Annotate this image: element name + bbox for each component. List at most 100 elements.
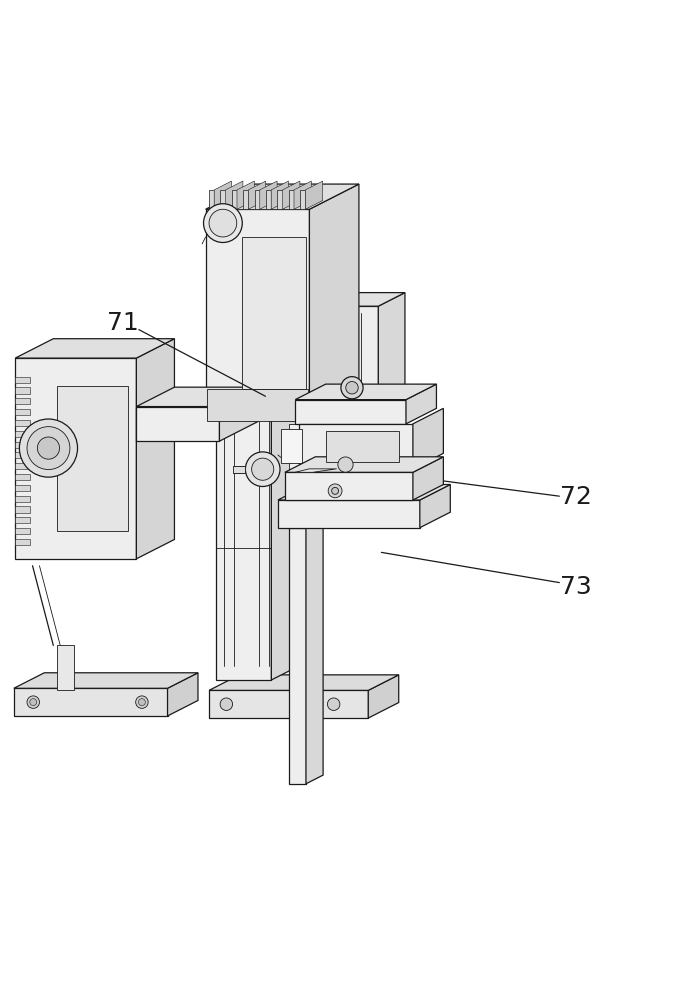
Bar (209, 190, 214, 209)
Bar (254, 190, 260, 209)
Bar (15, 474, 31, 480)
Polygon shape (216, 199, 306, 216)
Text: 73: 73 (560, 575, 592, 599)
Bar (15, 420, 31, 426)
Polygon shape (413, 457, 443, 500)
Bar (288, 528, 306, 784)
Bar (216, 216, 271, 680)
Circle shape (220, 698, 233, 710)
Polygon shape (136, 387, 258, 407)
Bar (327, 431, 399, 462)
Bar (242, 237, 306, 389)
Polygon shape (283, 181, 300, 209)
Polygon shape (295, 384, 436, 400)
Circle shape (19, 419, 78, 477)
Bar (300, 190, 305, 209)
Bar (266, 190, 271, 209)
Circle shape (327, 698, 340, 710)
Polygon shape (214, 181, 231, 209)
Circle shape (204, 204, 243, 242)
Bar (57, 645, 74, 690)
Polygon shape (294, 181, 311, 209)
Circle shape (209, 209, 237, 237)
Bar (209, 690, 368, 718)
Polygon shape (295, 469, 337, 472)
Circle shape (245, 452, 280, 487)
Bar (15, 528, 31, 534)
Bar (281, 429, 302, 463)
Bar (57, 386, 128, 531)
Bar (15, 539, 31, 545)
Circle shape (338, 457, 353, 472)
Circle shape (27, 427, 70, 470)
Bar (277, 190, 283, 209)
Polygon shape (260, 181, 277, 209)
Circle shape (27, 696, 40, 708)
Bar (15, 496, 31, 502)
Bar (207, 389, 308, 421)
Polygon shape (271, 310, 306, 417)
Polygon shape (278, 484, 450, 500)
Bar (15, 358, 136, 559)
Polygon shape (209, 204, 306, 209)
Bar (285, 472, 413, 500)
Polygon shape (309, 184, 359, 417)
Polygon shape (167, 673, 198, 716)
Bar (233, 466, 245, 473)
Bar (15, 398, 31, 404)
Polygon shape (368, 675, 399, 718)
Bar (243, 190, 248, 209)
Bar (220, 190, 226, 209)
Text: 72: 72 (560, 485, 592, 509)
Circle shape (252, 458, 274, 480)
Text: 71: 71 (106, 311, 138, 335)
Circle shape (30, 699, 37, 706)
Bar (295, 400, 406, 424)
Bar (15, 485, 31, 491)
Bar (15, 377, 31, 383)
Polygon shape (378, 293, 405, 500)
Polygon shape (206, 184, 359, 209)
Circle shape (328, 484, 342, 498)
Bar (15, 431, 31, 437)
Bar (15, 387, 31, 394)
Circle shape (38, 437, 60, 459)
Bar (15, 517, 31, 523)
Polygon shape (305, 181, 322, 209)
Polygon shape (271, 181, 288, 209)
Bar (302, 306, 378, 500)
Circle shape (341, 377, 363, 399)
Polygon shape (413, 408, 443, 469)
Polygon shape (15, 339, 174, 358)
Polygon shape (136, 339, 174, 559)
Bar (15, 463, 31, 469)
Polygon shape (226, 181, 243, 209)
Polygon shape (406, 384, 436, 424)
Polygon shape (420, 484, 450, 528)
Polygon shape (237, 181, 254, 209)
Bar (232, 190, 237, 209)
Polygon shape (271, 199, 306, 680)
Bar (15, 506, 31, 513)
Bar (206, 209, 309, 417)
Polygon shape (285, 457, 443, 472)
Polygon shape (209, 675, 399, 690)
Circle shape (332, 487, 338, 494)
Polygon shape (302, 293, 405, 306)
Bar (299, 424, 413, 469)
Polygon shape (248, 181, 265, 209)
Bar (288, 424, 306, 500)
Bar (15, 442, 31, 448)
Circle shape (346, 381, 358, 394)
Bar (136, 407, 220, 441)
Polygon shape (306, 519, 323, 784)
Polygon shape (14, 673, 198, 688)
Circle shape (136, 696, 148, 708)
Bar (15, 409, 31, 415)
Circle shape (138, 699, 145, 706)
Bar (15, 452, 31, 458)
Bar (14, 688, 167, 716)
Polygon shape (220, 387, 258, 441)
Bar (278, 500, 420, 528)
Bar (289, 190, 294, 209)
